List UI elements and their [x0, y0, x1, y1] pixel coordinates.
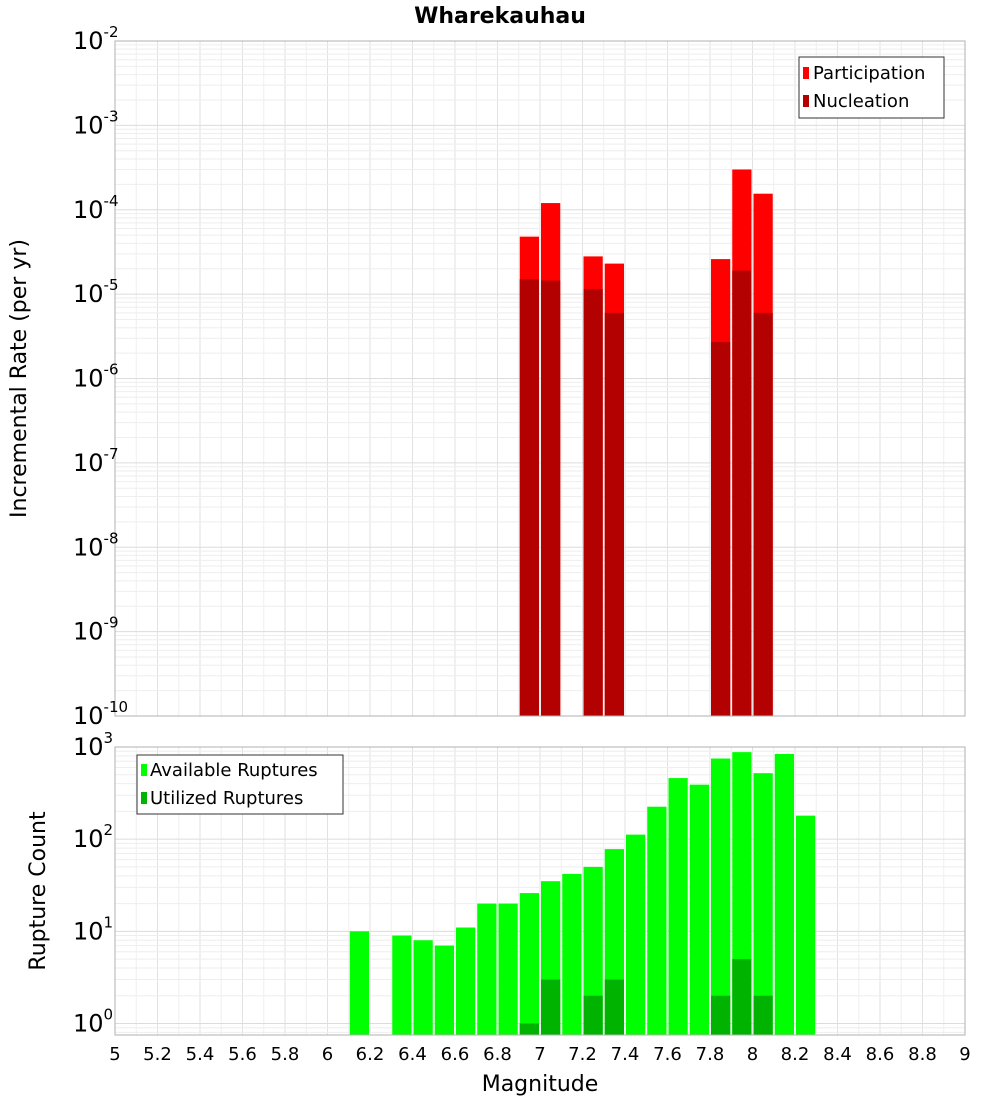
y-tick-label: 10-2: [73, 23, 119, 55]
y-tick-label: 101: [73, 913, 113, 945]
nucleation-bar: [711, 342, 731, 716]
x-tick-label: 8.8: [908, 1044, 937, 1065]
available-ruptures-bar: [626, 834, 646, 1035]
top-legend: Participation Nucleation: [798, 56, 945, 119]
utilized-ruptures-bar: [753, 995, 773, 1035]
available-ruptures-bar: [562, 873, 582, 1035]
x-tick-label: 6.2: [356, 1044, 385, 1065]
utilized-ruptures-legend-swatch: [141, 792, 147, 804]
y-tick-label: 10-7: [73, 445, 119, 477]
available-ruptures-bar: [647, 806, 667, 1035]
x-tick-label: 7.8: [696, 1044, 725, 1065]
y-tick-label: 102: [73, 821, 113, 853]
available-ruptures-bar: [711, 758, 731, 1035]
x-tick-label: 8.4: [823, 1044, 852, 1065]
available-ruptures-legend-label: Available Ruptures: [150, 760, 318, 781]
top-plot-bars: [519, 169, 773, 716]
top-plot-frame: [114, 40, 966, 717]
x-tick-label: 7.2: [568, 1044, 597, 1065]
x-tick-label: 8.2: [781, 1044, 810, 1065]
x-tick-label: 8.6: [866, 1044, 895, 1065]
available-ruptures-bar: [689, 784, 709, 1035]
y-tick-label: 10-6: [73, 361, 119, 393]
chart-title: Wharekauhau: [414, 4, 586, 29]
y-tick-label: 103: [73, 729, 113, 761]
available-ruptures-bar: [413, 940, 433, 1035]
x-axis-ticks: 5 5.2 5.4 5.6 5.8 6 6.2 6.4 6.6 6.8 7 7.2 7.4 7.6 7.8 8…: [109, 1044, 970, 1065]
nucleation-bar: [732, 270, 752, 716]
available-ruptures-bar: [498, 903, 518, 1035]
available-ruptures-bar: [392, 935, 412, 1035]
bottom-plot-bars: [349, 752, 816, 1035]
nucleation-bar: [604, 312, 624, 716]
y-tick-label: 10-9: [73, 614, 119, 646]
available-ruptures-bar: [477, 903, 497, 1035]
y-tick-label: 10-10: [73, 698, 128, 730]
available-ruptures-bar: [456, 927, 476, 1035]
y-tick-label: 10-5: [73, 276, 119, 308]
y-tick-label: 10-4: [73, 192, 119, 224]
available-ruptures-bar: [668, 778, 688, 1035]
nucleation-legend-label: Nucleation: [813, 91, 909, 112]
nucleation-legend-swatch: [803, 95, 809, 107]
available-ruptures-bar: [349, 931, 369, 1035]
utilized-ruptures-bar: [711, 995, 731, 1035]
bottom-y-axis-ticks: 100 101 102 103: [73, 729, 113, 1037]
bottom-legend-box: [136, 754, 344, 815]
x-tick-label: 6.6: [441, 1044, 470, 1065]
x-tick-label: 8: [747, 1044, 758, 1065]
utilized-ruptures-bar: [583, 995, 603, 1035]
x-tick-label: 7: [534, 1044, 545, 1065]
x-tick-label: 5.6: [228, 1044, 257, 1065]
top-y-axis-label: Incremental Rate (per yr): [7, 239, 32, 518]
nucleation-bar: [541, 280, 561, 716]
available-ruptures-bar: [434, 945, 454, 1035]
x-tick-label: 6: [322, 1044, 333, 1065]
utilized-ruptures-bar: [519, 1023, 539, 1035]
x-axis-label: Magnitude: [482, 1072, 599, 1097]
y-tick-label: 10-8: [73, 529, 119, 561]
x-tick-label: 6.4: [398, 1044, 427, 1065]
available-ruptures-legend-swatch: [141, 764, 147, 776]
x-tick-label: 5.8: [271, 1044, 300, 1065]
utilized-ruptures-bar: [541, 979, 561, 1035]
utilized-ruptures-bar: [604, 979, 624, 1035]
bottom-y-axis-label: Rupture Count: [26, 811, 51, 971]
available-ruptures-bar: [583, 866, 603, 1035]
top-legend-box: [798, 56, 945, 119]
top-plot-grid: [114, 40, 966, 717]
available-ruptures-bar: [774, 753, 794, 1035]
y-tick-label: 100: [73, 1005, 113, 1037]
bottom-plot-frame: [114, 746, 966, 1036]
bottom-legend: Available Ruptures Utilized Ruptures: [136, 754, 344, 815]
nucleation-bar: [519, 279, 539, 716]
x-tick-label: 6.8: [483, 1044, 512, 1065]
utilized-ruptures-legend-label: Utilized Ruptures: [150, 788, 303, 809]
x-tick-label: 9: [959, 1044, 970, 1065]
available-ruptures-bar: [519, 893, 539, 1035]
available-ruptures-bar: [796, 815, 816, 1035]
x-tick-label: 5: [109, 1044, 120, 1065]
utilized-ruptures-bar: [732, 959, 752, 1035]
x-tick-label: 7.6: [653, 1044, 682, 1065]
y-tick-label: 10-3: [73, 107, 119, 139]
nucleation-bar: [583, 289, 603, 716]
available-ruptures-bar: [753, 773, 773, 1035]
participation-legend-swatch: [803, 67, 809, 79]
participation-legend-label: Participation: [813, 63, 925, 84]
x-tick-label: 5.4: [186, 1044, 215, 1065]
nucleation-bar: [753, 312, 773, 716]
x-tick-label: 5.2: [143, 1044, 172, 1065]
x-tick-label: 7.4: [611, 1044, 640, 1065]
top-y-axis-ticks: 10-10 10-9 10-8 10-7 10-6 10-5 10-4 10-3 10-2: [73, 23, 128, 730]
